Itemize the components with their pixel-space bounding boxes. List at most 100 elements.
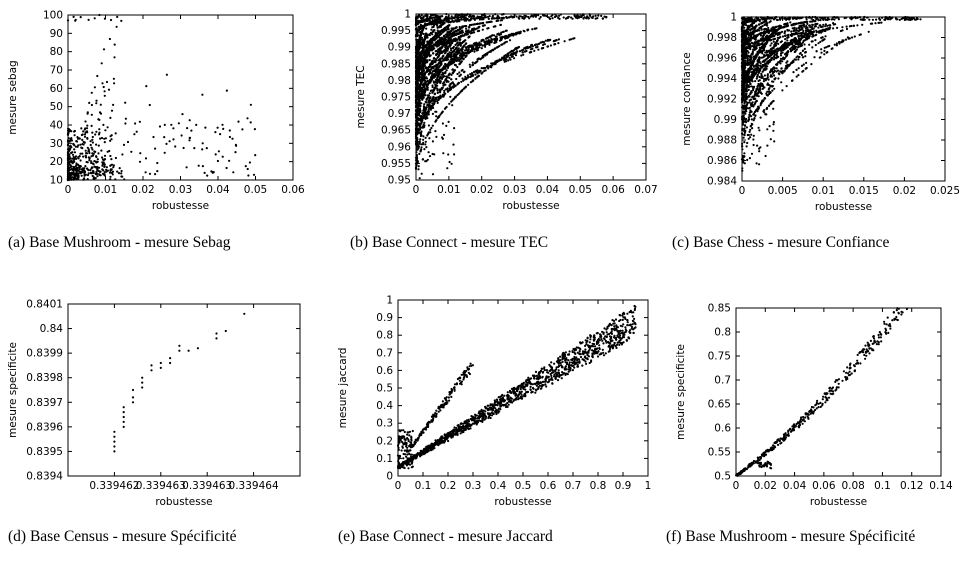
data-point — [89, 140, 92, 143]
data-point — [428, 155, 432, 158]
data-point — [441, 111, 444, 114]
data-point — [538, 17, 541, 20]
data-point — [424, 44, 427, 47]
data-point — [82, 155, 85, 158]
y-tick-label: 0.96 — [388, 141, 412, 153]
x-tick-label: 0.06 — [281, 184, 305, 196]
data-point — [188, 136, 191, 140]
data-point — [474, 61, 478, 64]
data-point — [430, 78, 433, 81]
data-point — [415, 164, 418, 167]
data-point — [90, 160, 93, 163]
data-point — [424, 160, 427, 163]
data-point — [109, 164, 112, 167]
data-point — [156, 161, 159, 165]
data-point — [521, 51, 524, 54]
data-point — [449, 62, 452, 65]
data-point — [432, 25, 435, 28]
data-point — [419, 53, 422, 56]
data-point — [416, 49, 419, 52]
data-point — [514, 31, 518, 35]
data-point — [594, 14, 597, 17]
data-point — [533, 49, 536, 53]
data-point — [77, 174, 80, 177]
data-point — [559, 13, 562, 16]
data-point — [469, 32, 472, 35]
data-point — [105, 168, 108, 171]
data-point — [432, 73, 435, 76]
data-point — [415, 112, 418, 115]
data-point — [89, 169, 92, 172]
data-point — [83, 128, 86, 131]
data-point — [448, 51, 451, 54]
data-point — [461, 14, 464, 17]
data-point — [434, 130, 437, 133]
data-point — [500, 43, 503, 46]
data-point — [420, 172, 423, 175]
y-tick-label: 0.97 — [388, 108, 411, 120]
data-point — [471, 45, 474, 48]
data-point — [442, 133, 446, 136]
data-point — [444, 17, 447, 20]
data-point — [87, 169, 90, 172]
data-point — [795, 68, 798, 71]
data-point — [435, 21, 438, 24]
data-point — [99, 137, 102, 140]
data-point — [85, 127, 89, 130]
data-point — [420, 93, 423, 96]
x-tick-label: 0.015 — [849, 185, 879, 197]
data-point — [441, 31, 444, 34]
data-point — [190, 129, 193, 132]
data-point — [431, 21, 434, 24]
data-point — [447, 34, 451, 37]
data-point — [461, 41, 465, 44]
data-point — [440, 77, 444, 80]
data-point — [86, 167, 89, 170]
data-point — [416, 55, 419, 58]
data-point — [144, 171, 147, 174]
data-point — [468, 26, 471, 29]
data-point — [416, 72, 419, 75]
data-point — [476, 22, 479, 25]
data-point — [474, 77, 477, 80]
data-point — [126, 140, 130, 144]
data-point — [95, 143, 98, 146]
data-point — [428, 42, 431, 45]
data-point — [458, 25, 461, 29]
data-point — [464, 86, 467, 89]
data-point — [504, 37, 507, 40]
data-point — [590, 16, 593, 19]
data-point — [438, 90, 441, 93]
y-tick-label: 0.955 — [381, 158, 411, 170]
data-point — [217, 150, 220, 153]
data-point — [415, 162, 419, 165]
data-point — [109, 135, 112, 138]
data-point — [430, 89, 434, 92]
data-point — [97, 152, 100, 155]
data-point — [442, 29, 445, 32]
data-point — [531, 47, 534, 50]
data-point — [71, 153, 75, 156]
data-point — [414, 34, 418, 37]
data-point — [426, 133, 430, 136]
data-point — [205, 147, 208, 150]
x-tick-label: 0 — [413, 184, 420, 196]
data-point — [471, 14, 475, 17]
data-point — [415, 123, 418, 126]
data-point — [532, 15, 535, 18]
data-point — [474, 73, 477, 76]
data-point — [464, 42, 467, 46]
data-point — [443, 75, 446, 78]
data-point — [443, 43, 446, 47]
data-point — [496, 37, 499, 40]
data-point — [172, 138, 175, 141]
data-point — [93, 17, 96, 20]
data-point — [70, 172, 73, 175]
data-point — [535, 27, 538, 30]
y-tick-label: 0.992 — [707, 94, 737, 106]
data-point — [445, 38, 448, 41]
data-point — [435, 14, 438, 17]
data-point — [744, 112, 747, 115]
data-point — [425, 23, 429, 27]
data-point — [249, 103, 252, 106]
